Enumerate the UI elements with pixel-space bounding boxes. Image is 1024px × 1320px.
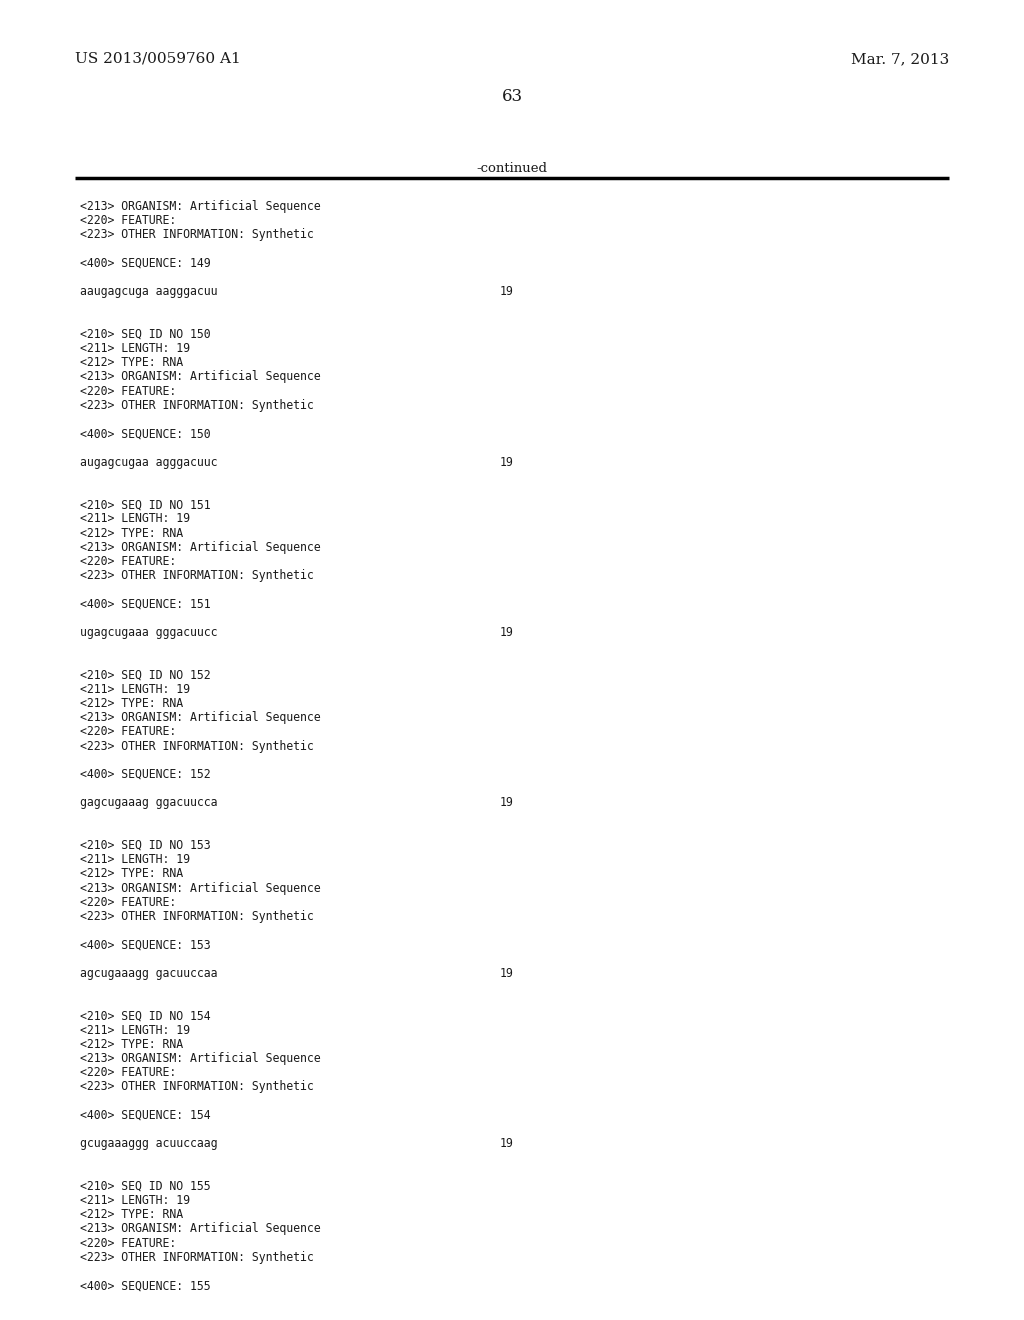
Text: <220> FEATURE:: <220> FEATURE: <box>80 1237 176 1250</box>
Text: <210> SEQ ID NO 152: <210> SEQ ID NO 152 <box>80 669 211 681</box>
Text: ugagcugaaa gggacuucc: ugagcugaaa gggacuucc <box>80 626 217 639</box>
Text: <211> LENGTH: 19: <211> LENGTH: 19 <box>80 1023 190 1036</box>
Text: US 2013/0059760 A1: US 2013/0059760 A1 <box>75 51 241 66</box>
Text: gagcugaaag ggacuucca: gagcugaaag ggacuucca <box>80 796 217 809</box>
Text: <400> SEQUENCE: 152: <400> SEQUENCE: 152 <box>80 768 211 781</box>
Text: <210> SEQ ID NO 154: <210> SEQ ID NO 154 <box>80 1010 211 1023</box>
Text: 19: 19 <box>500 455 514 469</box>
Text: 19: 19 <box>500 1138 514 1150</box>
Text: <220> FEATURE:: <220> FEATURE: <box>80 214 176 227</box>
Text: 63: 63 <box>502 88 522 106</box>
Text: <212> TYPE: RNA: <212> TYPE: RNA <box>80 527 183 540</box>
Text: 19: 19 <box>500 796 514 809</box>
Text: <211> LENGTH: 19: <211> LENGTH: 19 <box>80 1195 190 1206</box>
Text: <220> FEATURE:: <220> FEATURE: <box>80 726 176 738</box>
Text: <400> SEQUENCE: 154: <400> SEQUENCE: 154 <box>80 1109 211 1122</box>
Text: <223> OTHER INFORMATION: Synthetic: <223> OTHER INFORMATION: Synthetic <box>80 1251 313 1263</box>
Text: <213> ORGANISM: Artificial Sequence: <213> ORGANISM: Artificial Sequence <box>80 541 321 554</box>
Text: <223> OTHER INFORMATION: Synthetic: <223> OTHER INFORMATION: Synthetic <box>80 739 313 752</box>
Text: -continued: -continued <box>476 162 548 176</box>
Text: <220> FEATURE:: <220> FEATURE: <box>80 1067 176 1080</box>
Text: <211> LENGTH: 19: <211> LENGTH: 19 <box>80 512 190 525</box>
Text: <211> LENGTH: 19: <211> LENGTH: 19 <box>80 682 190 696</box>
Text: 19: 19 <box>500 626 514 639</box>
Text: <220> FEATURE:: <220> FEATURE: <box>80 554 176 568</box>
Text: <210> SEQ ID NO 155: <210> SEQ ID NO 155 <box>80 1180 211 1193</box>
Text: <212> TYPE: RNA: <212> TYPE: RNA <box>80 1038 183 1051</box>
Text: <223> OTHER INFORMATION: Synthetic: <223> OTHER INFORMATION: Synthetic <box>80 1080 313 1093</box>
Text: agcugaaagg gacuuccaa: agcugaaagg gacuuccaa <box>80 966 217 979</box>
Text: <223> OTHER INFORMATION: Synthetic: <223> OTHER INFORMATION: Synthetic <box>80 399 313 412</box>
Text: 19: 19 <box>500 966 514 979</box>
Text: <223> OTHER INFORMATION: Synthetic: <223> OTHER INFORMATION: Synthetic <box>80 569 313 582</box>
Text: <212> TYPE: RNA: <212> TYPE: RNA <box>80 697 183 710</box>
Text: <210> SEQ ID NO 150: <210> SEQ ID NO 150 <box>80 327 211 341</box>
Text: 19: 19 <box>500 285 514 298</box>
Text: <210> SEQ ID NO 153: <210> SEQ ID NO 153 <box>80 840 211 851</box>
Text: <220> FEATURE:: <220> FEATURE: <box>80 384 176 397</box>
Text: <400> SEQUENCE: 150: <400> SEQUENCE: 150 <box>80 428 211 440</box>
Text: <212> TYPE: RNA: <212> TYPE: RNA <box>80 867 183 880</box>
Text: <213> ORGANISM: Artificial Sequence: <213> ORGANISM: Artificial Sequence <box>80 201 321 213</box>
Text: <220> FEATURE:: <220> FEATURE: <box>80 896 176 908</box>
Text: <400> SEQUENCE: 151: <400> SEQUENCE: 151 <box>80 598 211 611</box>
Text: Mar. 7, 2013: Mar. 7, 2013 <box>851 51 949 66</box>
Text: <213> ORGANISM: Artificial Sequence: <213> ORGANISM: Artificial Sequence <box>80 1052 321 1065</box>
Text: <400> SEQUENCE: 153: <400> SEQUENCE: 153 <box>80 939 211 952</box>
Text: <212> TYPE: RNA: <212> TYPE: RNA <box>80 1208 183 1221</box>
Text: <213> ORGANISM: Artificial Sequence: <213> ORGANISM: Artificial Sequence <box>80 711 321 725</box>
Text: <400> SEQUENCE: 149: <400> SEQUENCE: 149 <box>80 257 211 269</box>
Text: <223> OTHER INFORMATION: Synthetic: <223> OTHER INFORMATION: Synthetic <box>80 228 313 242</box>
Text: <223> OTHER INFORMATION: Synthetic: <223> OTHER INFORMATION: Synthetic <box>80 909 313 923</box>
Text: <211> LENGTH: 19: <211> LENGTH: 19 <box>80 342 190 355</box>
Text: aaugagcuga aagggacuu: aaugagcuga aagggacuu <box>80 285 217 298</box>
Text: <213> ORGANISM: Artificial Sequence: <213> ORGANISM: Artificial Sequence <box>80 1222 321 1236</box>
Text: gcugaaaggg acuuccaag: gcugaaaggg acuuccaag <box>80 1138 217 1150</box>
Text: <213> ORGANISM: Artificial Sequence: <213> ORGANISM: Artificial Sequence <box>80 371 321 383</box>
Text: <210> SEQ ID NO 151: <210> SEQ ID NO 151 <box>80 498 211 511</box>
Text: <212> TYPE: RNA: <212> TYPE: RNA <box>80 356 183 370</box>
Text: augagcugaa agggacuuc: augagcugaa agggacuuc <box>80 455 217 469</box>
Text: <211> LENGTH: 19: <211> LENGTH: 19 <box>80 853 190 866</box>
Text: <213> ORGANISM: Artificial Sequence: <213> ORGANISM: Artificial Sequence <box>80 882 321 895</box>
Text: <400> SEQUENCE: 155: <400> SEQUENCE: 155 <box>80 1279 211 1292</box>
